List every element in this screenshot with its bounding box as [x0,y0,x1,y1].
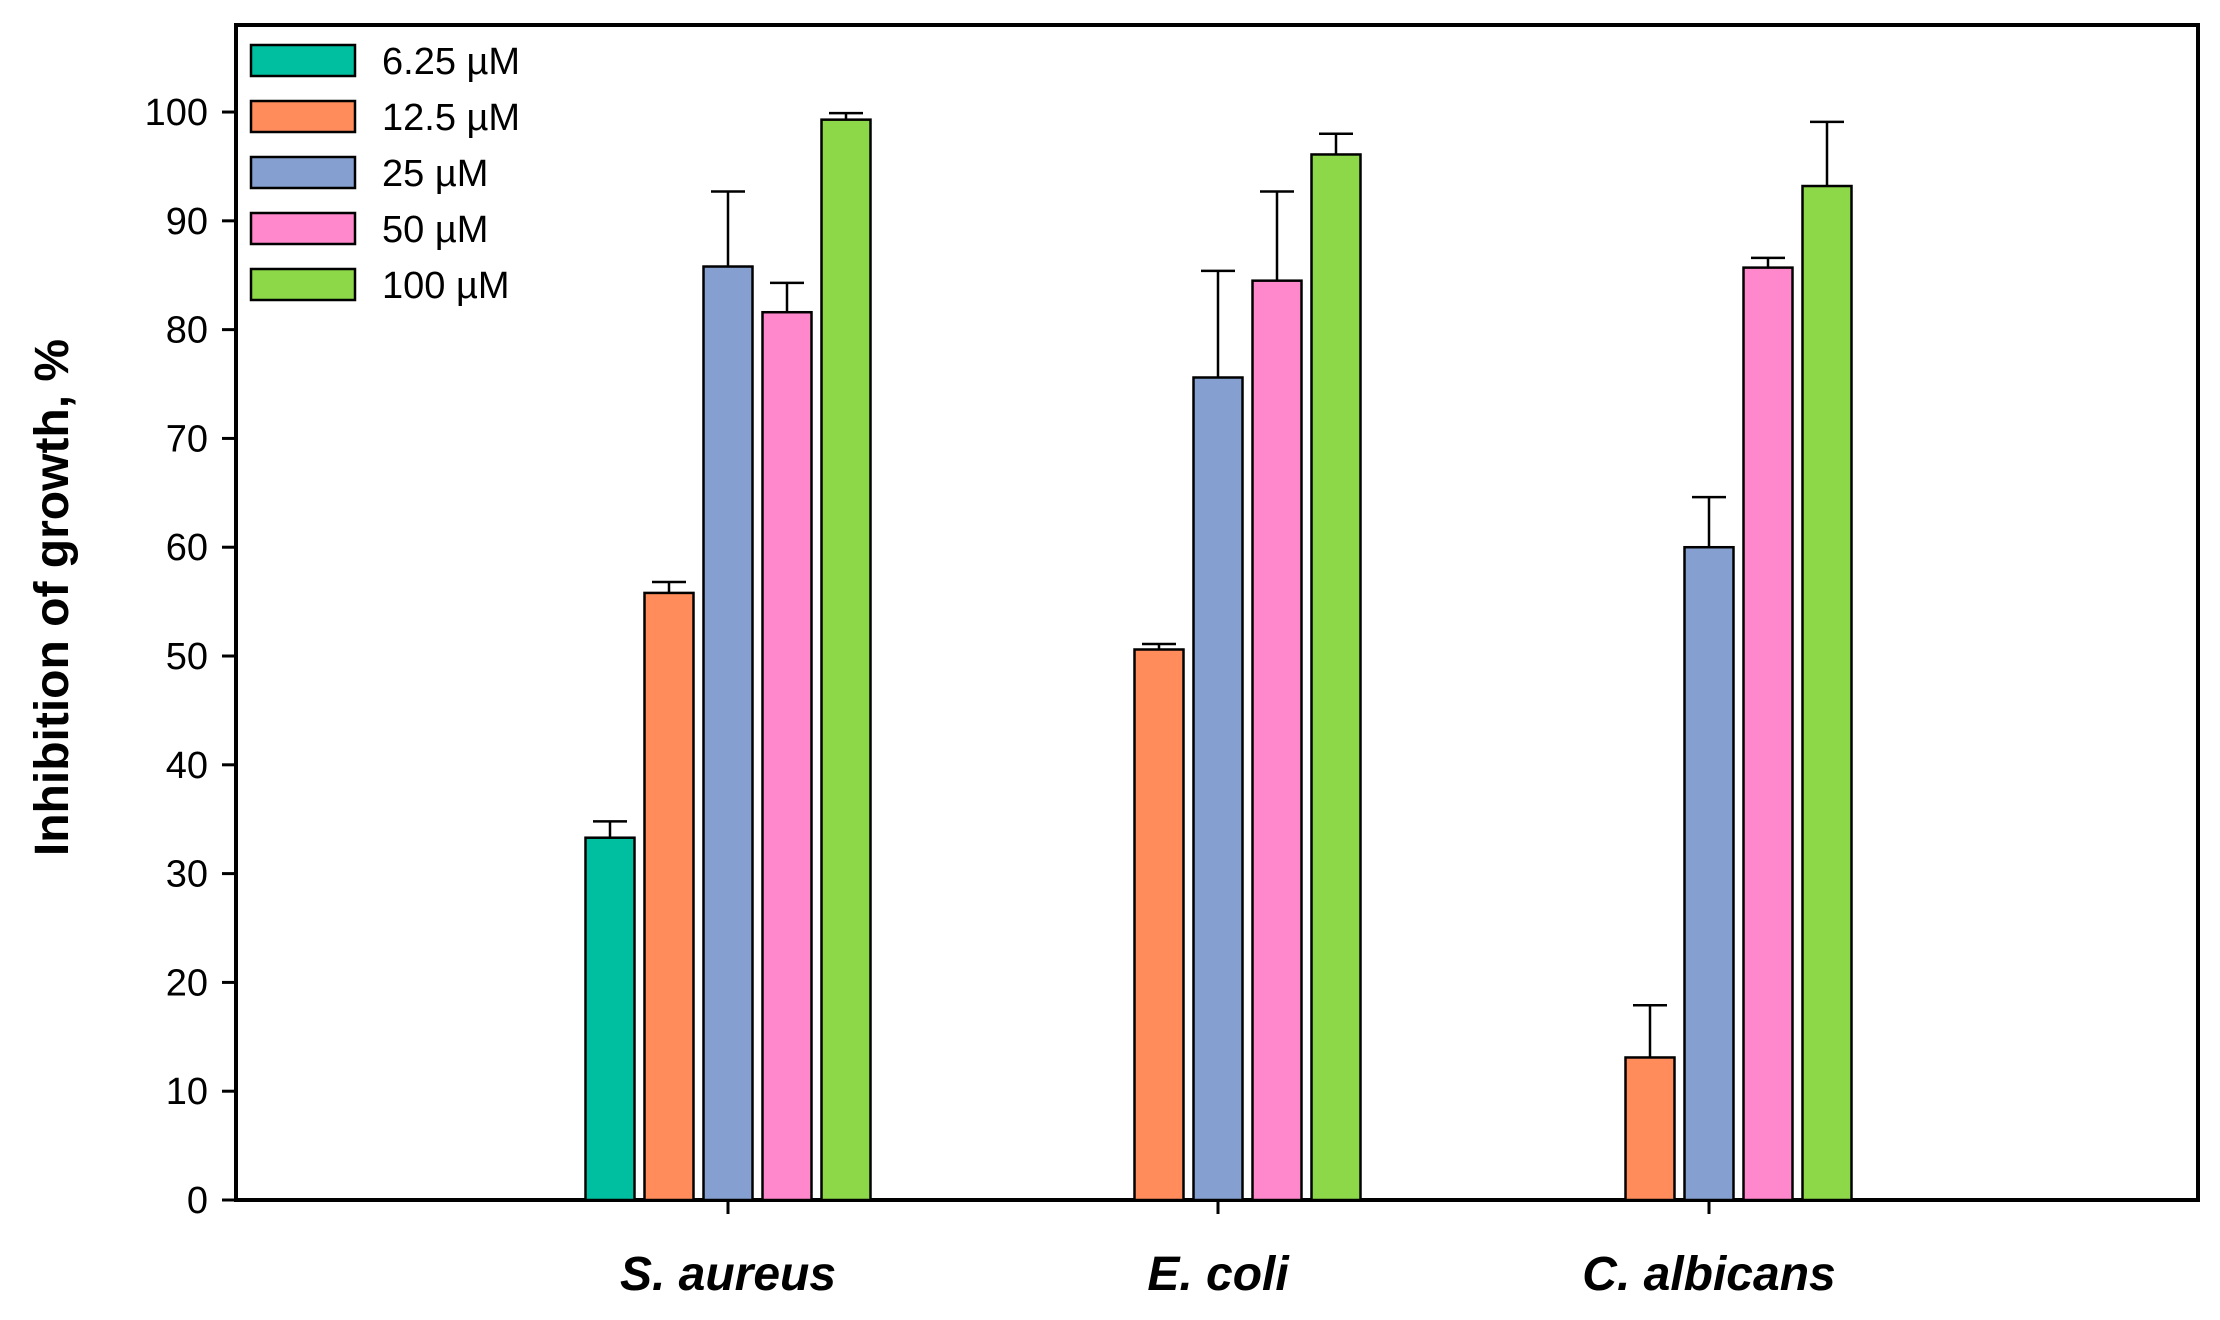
y-tick-label: 80 [166,310,208,352]
x-tick-label: E. coli [1147,1248,1290,1301]
legend-swatch [249,99,357,134]
bar [820,118,872,1202]
bar [702,265,754,1202]
bar [1624,1056,1676,1202]
legend-swatch [249,267,357,302]
bar [1251,279,1303,1202]
x-tick-label: S. aureus [620,1248,836,1301]
y-tick-label: 70 [166,418,208,460]
legend-label: 6.25 µM [382,41,520,83]
y-axis-label: Inhibition of growth, % [26,339,79,856]
legend-label: 12.5 µM [382,97,520,139]
bar [761,310,813,1202]
legend-label: 100 µM [382,265,510,307]
bar [584,836,636,1202]
bar [1742,266,1794,1202]
y-tick-label: 50 [166,636,208,678]
y-tick-label: 40 [166,745,208,787]
bar [1133,648,1185,1202]
y-tick-label: 60 [166,527,208,569]
legend-swatch [249,43,357,78]
bar [1683,545,1735,1202]
bars [584,111,1853,1202]
bar [1801,184,1853,1202]
x-tick-label: C. albicans [1582,1248,1835,1301]
legend-swatch [249,155,357,190]
legend-label: 50 µM [382,209,488,251]
bar [1192,376,1244,1202]
y-tick-label: 10 [166,1071,208,1113]
legend-swatch [249,211,357,246]
bar [643,591,695,1202]
y-tick-label: 90 [166,201,208,243]
y-tick-label: 100 [145,92,208,134]
y-tick-label: 20 [166,962,208,1004]
y-axis-ticks: 0 10 20 30 40 50 60 70 80 90 100 [145,92,236,1222]
y-tick-label: 30 [166,854,208,896]
x-axis: S. aureus E. coli C. albicans [620,1200,1836,1301]
legend-label: 25 µM [382,153,488,195]
bar [1310,153,1362,1202]
y-tick-label: 0 [187,1180,208,1222]
legend: 6.25 µM 12.5 µM 25 µM 50 µM 100 µM [249,41,520,307]
